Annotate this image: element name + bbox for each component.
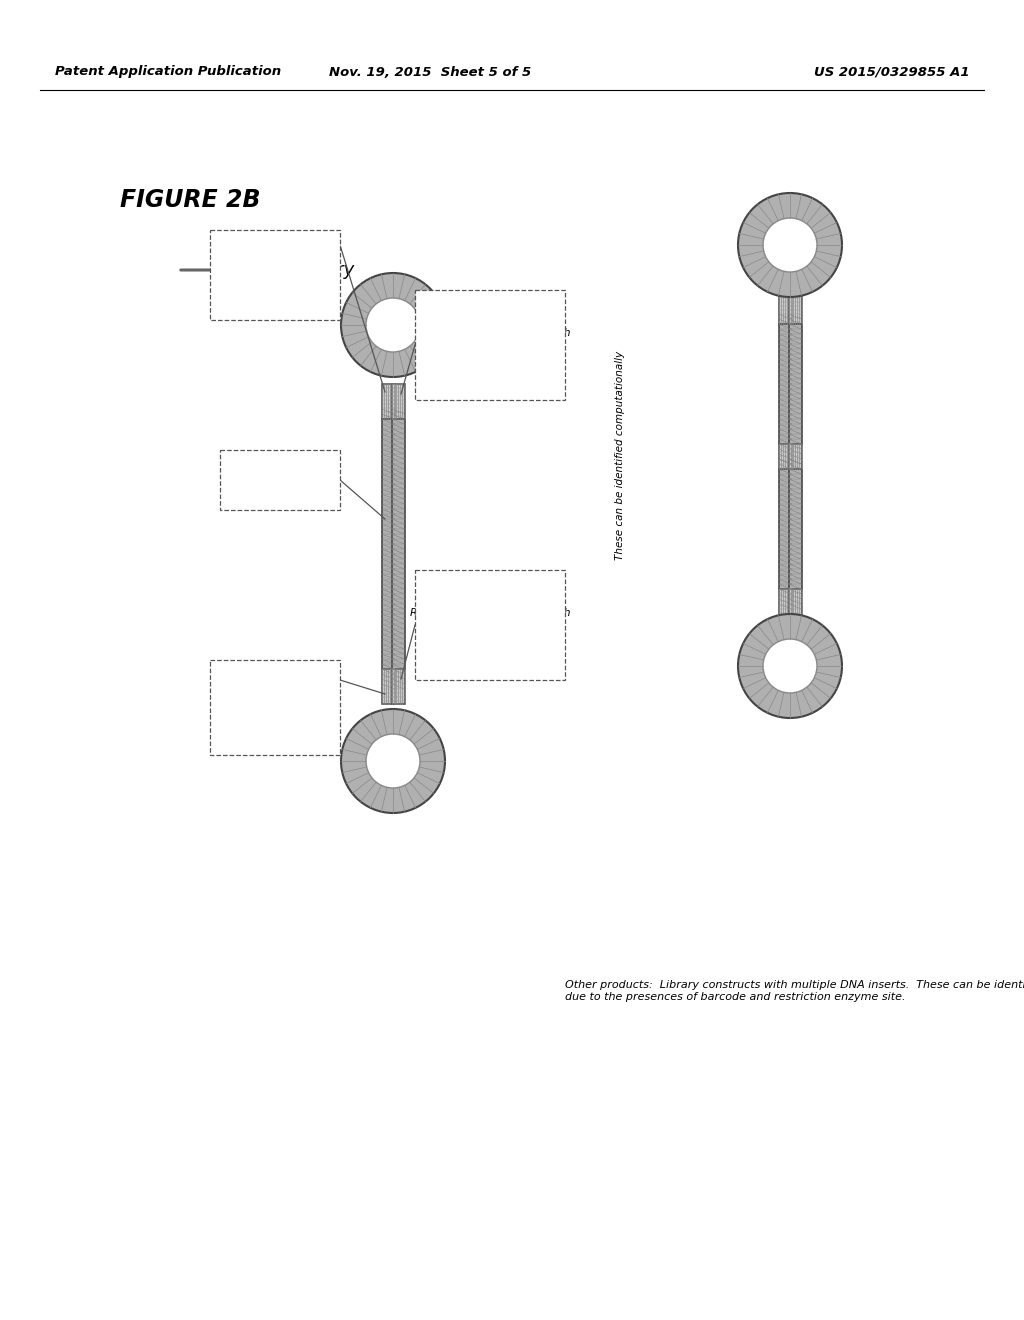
Bar: [382, 669, 394, 704]
Circle shape: [341, 709, 445, 813]
Circle shape: [341, 273, 445, 378]
Bar: [391, 384, 404, 418]
Bar: [788, 323, 802, 444]
Text: FIGURE 2B: FIGURE 2B: [120, 187, 260, 213]
Bar: [382, 384, 394, 418]
Bar: [788, 469, 802, 589]
Text: Adapter (containing
restriction enzyme site): Adapter (containing restriction enzyme s…: [210, 697, 340, 718]
Bar: [778, 589, 792, 619]
Bar: [415, 290, 565, 400]
Bar: [778, 469, 792, 589]
Bar: [788, 589, 802, 619]
Bar: [391, 669, 404, 704]
Text: These can be identified computationally: These can be identified computationally: [615, 351, 625, 560]
Circle shape: [763, 639, 817, 693]
Circle shape: [738, 614, 842, 718]
Text: Random Xmer sequence with
barcode and restriction
enzyme site: Random Xmer sequence with barcode and re…: [410, 609, 570, 642]
Bar: [391, 418, 404, 669]
Text: US 2015/0329855 A1: US 2015/0329855 A1: [814, 66, 970, 78]
Bar: [788, 444, 802, 469]
Text: Final Library: Final Library: [243, 261, 354, 279]
Text: Other products:  Library constructs with multiple DNA inserts.  These can be ide: Other products: Library constructs with …: [565, 979, 1024, 1002]
Bar: [415, 570, 565, 680]
Text: Patent Application Publication: Patent Application Publication: [55, 66, 282, 78]
Bar: [788, 294, 802, 323]
Bar: [220, 450, 340, 510]
Text: Nov. 19, 2015  Sheet 5 of 5: Nov. 19, 2015 Sheet 5 of 5: [329, 66, 531, 78]
Text: Random Xmer sequence with
barcode and restriction
enzyme site: Random Xmer sequence with barcode and re…: [410, 329, 570, 362]
Bar: [778, 323, 792, 444]
Circle shape: [738, 193, 842, 297]
Circle shape: [763, 218, 817, 272]
Bar: [778, 444, 792, 469]
Bar: [210, 230, 340, 319]
Text: Adapter (containing
restriction enzyme site): Adapter (containing restriction enzyme s…: [210, 264, 340, 286]
Circle shape: [366, 734, 420, 788]
Text: DNA insert: DNA insert: [249, 474, 311, 487]
Bar: [210, 660, 340, 755]
Bar: [778, 294, 792, 323]
Circle shape: [366, 298, 420, 352]
Bar: [382, 418, 394, 669]
